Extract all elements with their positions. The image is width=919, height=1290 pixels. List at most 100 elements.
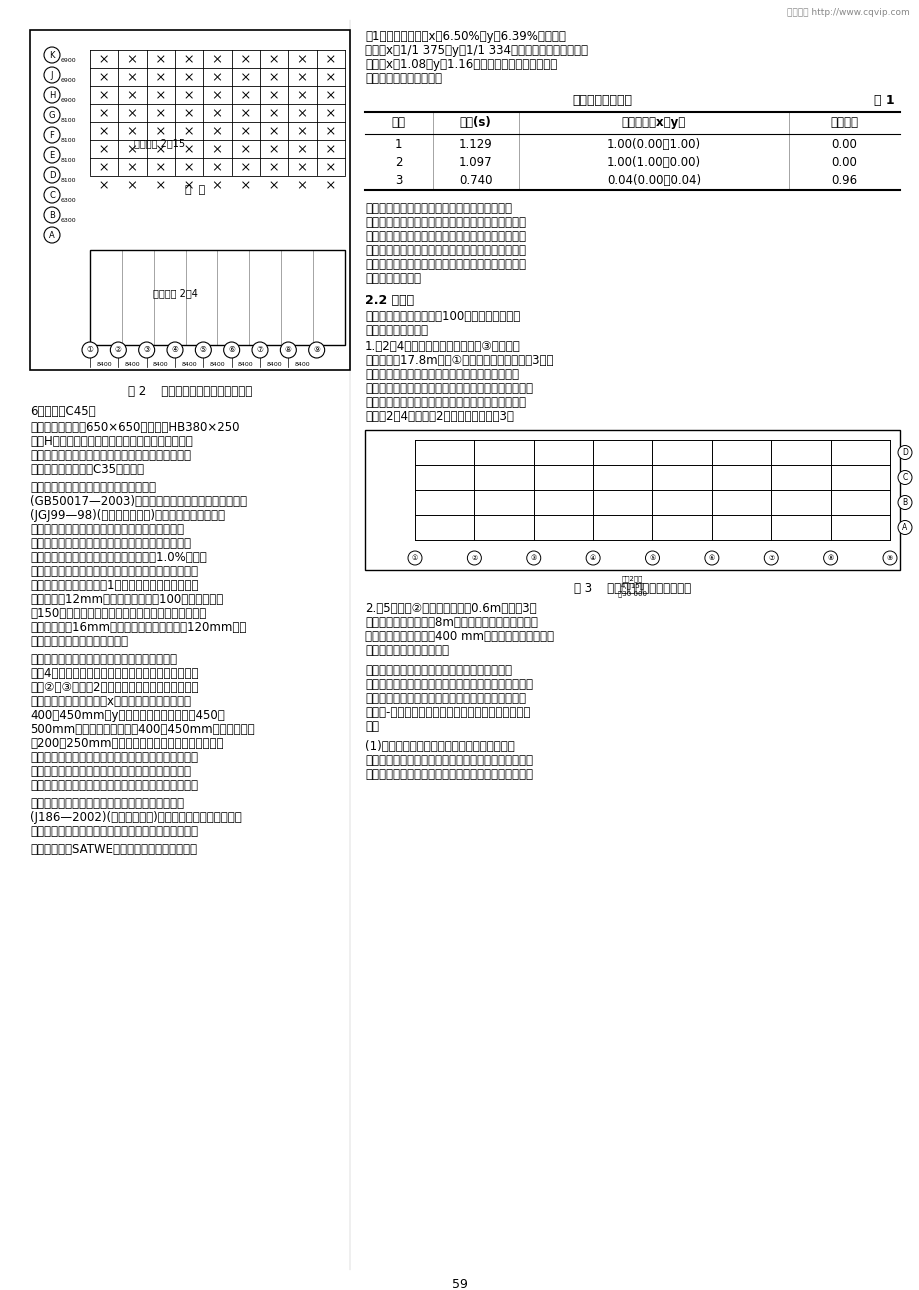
Circle shape	[167, 342, 183, 359]
Text: ②: ②	[471, 555, 477, 561]
Circle shape	[897, 495, 911, 510]
Circle shape	[44, 107, 60, 123]
Text: 施。: 施。	[365, 720, 379, 733]
Text: 个筒体通过楼板连接协同工作，形成抗侧体系，两个端: 个筒体通过楼板连接协同工作，形成抗侧体系，两个端	[365, 768, 532, 780]
Text: 置，其他部位节点上下各1倍柱截面高度范围内设置；: 置，其他部位节点上下各1倍柱截面高度范围内设置；	[30, 579, 199, 592]
Text: B: B	[902, 498, 906, 507]
Text: A: A	[902, 522, 907, 531]
Text: 形成4组筒体，为弥补左边两个端筒尺寸上的不足，又: 形成4组筒体，为弥补左边两个端筒尺寸上的不足，又	[30, 667, 199, 680]
Text: 500mm，其它筒体外围墙厚400～450mm，筒内分隔墙: 500mm，其它筒体外围墙厚400～450mm，筒内分隔墙	[30, 722, 255, 737]
Text: 梁，连梁内也加设型钢，形成暗钢框。这样既方便剪力: 梁，连梁内也加设型钢，形成暗钢框。这样既方便剪力	[30, 751, 198, 764]
Text: 8400: 8400	[125, 362, 141, 366]
Text: 单层高度达17.8m，轴①上多根柱也是贯通底部3层，: 单层高度达17.8m，轴①上多根柱也是贯通底部3层，	[365, 353, 553, 366]
Circle shape	[252, 342, 267, 359]
Circle shape	[44, 86, 60, 103]
Text: 59: 59	[451, 1278, 468, 1290]
Text: 图 3    办公楼层标准层平面布置图: 图 3 办公楼层标准层平面布置图	[573, 582, 690, 595]
Circle shape	[82, 342, 98, 359]
Text: 报告资讯 http://www.cqvip.com: 报告资讯 http://www.cqvip.com	[787, 8, 909, 17]
Text: 扭转系数: 扭转系数	[830, 116, 857, 129]
Text: 焊接H型钢，根据使用荷载大小调整翼缘钢板厚度及: 焊接H型钢，根据使用荷载大小调整翼缘钢板厚度及	[30, 435, 193, 448]
Text: (1)让筒体承担底部绝大部分地震力。利用两侧: (1)让筒体承担底部绝大部分地震力。利用两侧	[365, 740, 515, 753]
Circle shape	[645, 551, 659, 565]
Text: 求进行设计，框架抗震等级按一级，剪力墙按特一级。: 求进行设计，框架抗震等级按一级，剪力墙按特一级。	[30, 826, 198, 838]
Text: ③: ③	[530, 555, 537, 561]
Circle shape	[139, 342, 154, 359]
Text: 1: 1	[394, 138, 403, 151]
Text: 结构计算采用SATWE程序，主要振型计算指标见: 结构计算采用SATWE程序，主要振型计算指标见	[30, 842, 197, 857]
Text: 无任何梁板与之连接。由于这些柱均为主要承重构: 无任何梁板与之连接。由于这些柱均为主要承重构	[365, 368, 518, 381]
Text: 根据该建筑物体形及平面布置的特殊性，结构方: 根据该建筑物体形及平面布置的特殊性，结构方	[365, 664, 512, 677]
Circle shape	[44, 227, 60, 243]
Circle shape	[44, 126, 60, 143]
Text: G: G	[49, 111, 55, 120]
Text: 梁柱钢结构均按现行《钢结构设计规范》: 梁柱钢结构均按现行《钢结构设计规范》	[30, 481, 156, 494]
Text: 墙与钢梁的连接，又增加了墙体的延性。为便于型钢: 墙与钢梁的连接，又增加了墙体的延性。为便于型钢	[30, 765, 191, 778]
Circle shape	[44, 46, 60, 63]
Text: ⑦: ⑦	[256, 346, 263, 355]
Text: (JGJ99—98)(简称《高钢规》)要求进行构造及节点设: (JGJ99—98)(简称《高钢规》)要求进行构造及节点设	[30, 510, 225, 522]
Text: 8400: 8400	[210, 362, 225, 366]
Text: 1.00(0.00＋1.00): 1.00(0.00＋1.00)	[607, 138, 700, 151]
Text: ⑦: ⑦	[767, 555, 774, 561]
Text: 2: 2	[394, 156, 403, 169]
Text: B: B	[49, 210, 55, 219]
Circle shape	[44, 166, 60, 183]
Text: 件，保证这些长柱的安全、上部地震力的有效传递，以: 件，保证这些长柱的安全、上部地震力的有效传递，以	[365, 382, 532, 395]
Text: 能很好地满足规范要求。: 能很好地满足规范要求。	[365, 72, 441, 85]
Text: 仅保留外套箍，四角设置拉筋。: 仅保留外套箍，四角设置拉筋。	[30, 635, 128, 648]
Text: ⑥: ⑥	[708, 555, 714, 561]
Text: ⑧: ⑧	[826, 555, 833, 561]
Text: 周期(s): 周期(s)	[460, 116, 491, 129]
Text: J: J	[51, 71, 53, 80]
Text: H: H	[49, 90, 55, 99]
Text: 1.层2～4板缺失严重，从而使得轴③上多根柱: 1.层2～4板缺失严重，从而使得轴③上多根柱	[365, 341, 520, 353]
Circle shape	[704, 551, 718, 565]
Text: 罕遇地震下即使混凝土结构有较严重的开裂甚至剥落: 罕遇地震下即使混凝土结构有较严重的开裂甚至剥落	[365, 215, 526, 230]
Text: 量，箍筋采用16mm直径焊接封闭箍，间距取120mm，且: 量，箍筋采用16mm直径焊接封闭箍，间距取120mm，且	[30, 620, 246, 633]
Text: 的抗震性能要求。: 的抗震性能要求。	[365, 272, 421, 285]
Circle shape	[44, 187, 60, 203]
Circle shape	[823, 551, 836, 565]
Circle shape	[195, 342, 211, 359]
Text: ③: ③	[143, 346, 150, 355]
Text: 从层2至层
4,层15每
层30 000: 从层2至层 4,层15每 层30 000	[618, 575, 646, 597]
Text: 距150。梁柱节点核心区由于钢梁存在，为了减小穿筋: 距150。梁柱节点核心区由于钢梁存在，为了减小穿筋	[30, 608, 206, 620]
Circle shape	[280, 342, 296, 359]
Text: 400～450mm，y方向轴线上剪力墙厚度取450～: 400～450mm，y方向轴线上剪力墙厚度取450～	[30, 710, 224, 722]
Text: 8400: 8400	[238, 362, 254, 366]
Text: 混凝土剪力墙施工，剪力墙断面沿全楼高度范围不变。: 混凝土剪力墙施工，剪力墙断面沿全楼高度范围不变。	[30, 779, 198, 792]
Text: 要求钢柱设置栓钉，具体为：栓钉在底部加强区全长设: 要求钢柱设置栓钉，具体为：栓钉在底部加强区全长设	[30, 565, 198, 578]
Text: D: D	[49, 170, 55, 179]
Text: 8400: 8400	[181, 362, 197, 366]
Text: 平动系数（x＋y）: 平动系数（x＋y）	[621, 116, 686, 129]
Text: 案应着着减轻自重、减小柱轴力、增加简体延性、增强: 案应着着减轻自重、减小柱轴力、增加简体延性、增强	[365, 679, 532, 691]
Text: 振型: 振型	[391, 116, 405, 129]
Text: 在轴②～③间设置2片纵墙加以补强，使得全楼左右: 在轴②～③间设置2片纵墙加以补强，使得全楼左右	[30, 681, 199, 694]
Text: ⑧: ⑧	[285, 346, 291, 355]
Text: ②: ②	[115, 346, 121, 355]
Text: 办公楼层 2～4: 办公楼层 2～4	[153, 288, 198, 298]
Text: 混凝土部分按照《高层建筑混凝土结构技术规程》: 混凝土部分按照《高层建筑混凝土结构技术规程》	[30, 797, 184, 810]
Text: 图 2    移动通信综合楼结构平面布置: 图 2 移动通信综合楼结构平面布置	[128, 384, 252, 399]
Circle shape	[897, 471, 911, 485]
Text: 钢框架-筒体结构体系，体系的具体设计采取了如下措: 钢框架-筒体结构体系，体系的具体设计采取了如下措	[365, 706, 529, 719]
Text: 剪力墙利用楼电梯间及设备用房周边进行布设，: 剪力墙利用楼电梯间及设备用房周边进行布设，	[30, 653, 176, 666]
Circle shape	[44, 206, 60, 223]
Text: ④: ④	[589, 555, 596, 561]
Text: 0.00: 0.00	[831, 138, 857, 151]
Text: 用，除了要求加密区柱体积配箍率不小于1.0%外，还: 用，除了要求加密区柱体积配箍率不小于1.0%外，还	[30, 551, 207, 564]
Text: 箍筋直径取12mm以上，加密区间距100，非加密区间: 箍筋直径取12mm以上，加密区间距100，非加密区间	[30, 593, 223, 606]
Text: ④: ④	[171, 346, 178, 355]
Text: 8400: 8400	[96, 362, 112, 366]
Text: 机房楼层 2～15: 机房楼层 2～15	[134, 138, 186, 148]
Text: D: D	[902, 448, 907, 457]
Text: 2.2 办公楼: 2.2 办公楼	[365, 294, 414, 307]
Circle shape	[110, 342, 126, 359]
Text: 置斜柱，斜柱采用边长400 mm的方钢管柱。斜柱生根: 置斜柱，斜柱采用边长400 mm的方钢管柱。斜柱生根	[365, 630, 553, 642]
Text: 0.740: 0.740	[459, 174, 492, 187]
Text: 厚200～250mm。轴线上及筒体周边剪力墙暗柱、暗: 厚200～250mm。轴线上及筒体周边剪力墙暗柱、暗	[30, 737, 223, 749]
Text: ⑤: ⑤	[199, 346, 207, 355]
Text: 公楼层2～4布置见图2，标准层平面见图3。: 公楼层2～4布置见图2，标准层平面见图3。	[365, 410, 514, 423]
Text: ⑤: ⑤	[649, 555, 655, 561]
